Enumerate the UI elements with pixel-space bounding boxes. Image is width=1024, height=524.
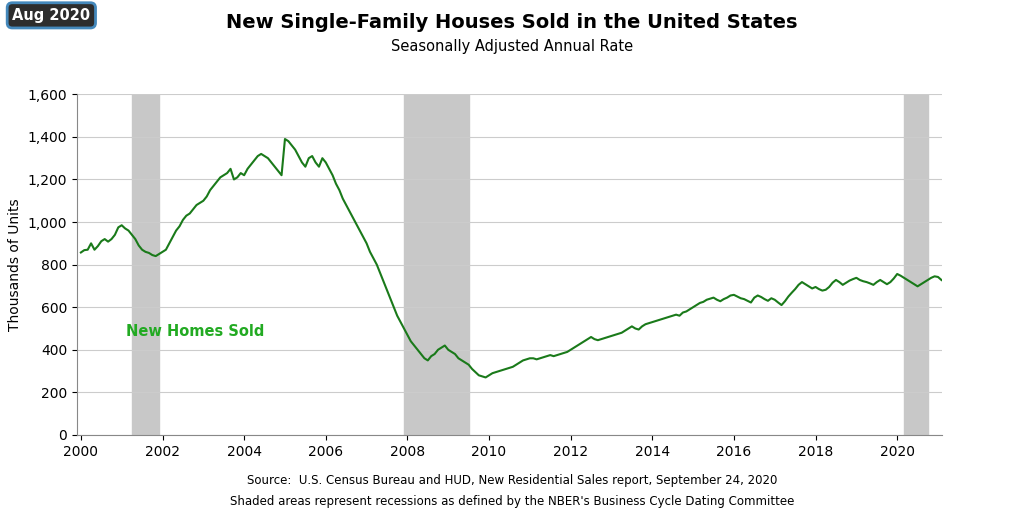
Y-axis label: Thousands of Units: Thousands of Units [8,198,22,331]
Bar [404,94,469,435]
Text: Aug 2020: Aug 2020 [12,8,90,23]
Text: Source:  U.S. Census Bureau and HUD, New Residential Sales report, September 24,: Source: U.S. Census Bureau and HUD, New … [247,474,777,487]
Bar [904,94,928,435]
Text: New Homes Sold: New Homes Sold [126,324,264,339]
Bar [132,94,160,435]
Text: New Single-Family Houses Sold in the United States: New Single-Family Houses Sold in the Uni… [226,13,798,32]
Text: Seasonally Adjusted Annual Rate: Seasonally Adjusted Annual Rate [391,39,633,54]
Text: Shaded areas represent recessions as defined by the NBER's Business Cycle Dating: Shaded areas represent recessions as def… [229,495,795,508]
